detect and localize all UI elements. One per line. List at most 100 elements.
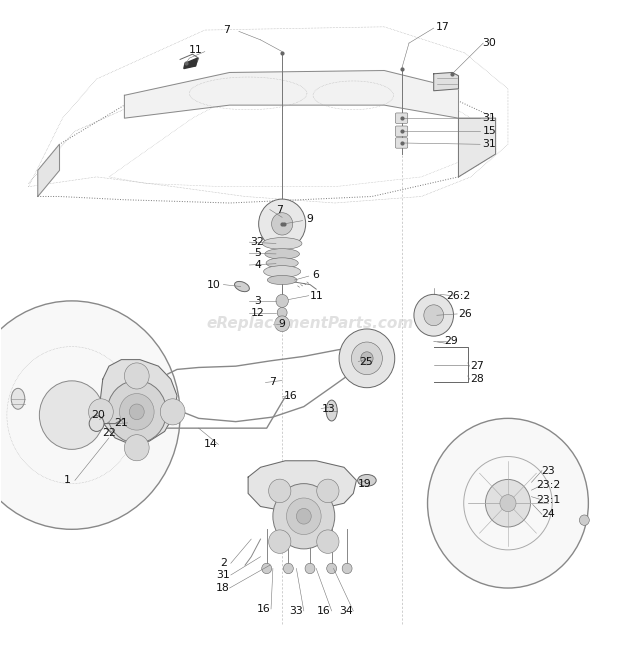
Text: 11: 11 bbox=[188, 44, 203, 55]
Text: 16: 16 bbox=[317, 606, 330, 616]
Text: 5: 5 bbox=[254, 249, 261, 258]
Circle shape bbox=[317, 530, 339, 553]
Text: 22: 22 bbox=[102, 428, 116, 438]
FancyBboxPatch shape bbox=[396, 113, 408, 124]
Text: 16: 16 bbox=[257, 604, 270, 614]
Circle shape bbox=[268, 530, 291, 553]
Text: 30: 30 bbox=[482, 38, 497, 48]
Polygon shape bbox=[434, 73, 458, 91]
Text: 29: 29 bbox=[444, 336, 458, 347]
Polygon shape bbox=[125, 71, 458, 118]
Circle shape bbox=[327, 563, 337, 574]
Text: 9: 9 bbox=[279, 318, 286, 329]
Circle shape bbox=[485, 479, 531, 527]
Circle shape bbox=[125, 363, 149, 389]
Text: 7: 7 bbox=[276, 205, 283, 215]
Text: 23:1: 23:1 bbox=[536, 495, 560, 505]
Ellipse shape bbox=[234, 281, 249, 292]
Text: 17: 17 bbox=[436, 22, 450, 32]
Text: eReplacementParts.com: eReplacementParts.com bbox=[206, 317, 414, 331]
Circle shape bbox=[277, 307, 287, 318]
Circle shape bbox=[296, 508, 311, 524]
Text: 26:2: 26:2 bbox=[446, 290, 471, 301]
Text: 1: 1 bbox=[64, 475, 71, 485]
Ellipse shape bbox=[262, 237, 302, 249]
Text: 28: 28 bbox=[470, 374, 484, 384]
Circle shape bbox=[305, 563, 315, 574]
Circle shape bbox=[283, 563, 293, 574]
Text: 23:2: 23:2 bbox=[536, 480, 560, 490]
Text: 12: 12 bbox=[250, 307, 264, 318]
Circle shape bbox=[273, 483, 335, 549]
Text: 9: 9 bbox=[306, 215, 314, 224]
Text: 6: 6 bbox=[312, 270, 320, 280]
Ellipse shape bbox=[11, 388, 25, 409]
Text: 3: 3 bbox=[254, 296, 261, 306]
Text: 14: 14 bbox=[204, 439, 218, 449]
Circle shape bbox=[500, 494, 516, 511]
Text: 31: 31 bbox=[216, 570, 230, 580]
Circle shape bbox=[339, 329, 395, 388]
Circle shape bbox=[286, 498, 321, 534]
Circle shape bbox=[259, 199, 306, 249]
Circle shape bbox=[125, 435, 149, 461]
Circle shape bbox=[580, 515, 589, 525]
Polygon shape bbox=[38, 145, 60, 196]
Text: 16: 16 bbox=[283, 390, 297, 400]
Text: 10: 10 bbox=[207, 279, 221, 290]
Circle shape bbox=[107, 381, 167, 443]
Text: 15: 15 bbox=[482, 126, 496, 136]
Circle shape bbox=[130, 404, 144, 420]
Text: 19: 19 bbox=[358, 479, 371, 489]
Text: 26: 26 bbox=[458, 309, 472, 319]
FancyBboxPatch shape bbox=[396, 138, 408, 148]
Text: 33: 33 bbox=[289, 606, 303, 616]
Circle shape bbox=[361, 352, 373, 365]
Polygon shape bbox=[184, 58, 197, 69]
Circle shape bbox=[428, 419, 588, 588]
Circle shape bbox=[424, 305, 444, 326]
Text: 20: 20 bbox=[92, 410, 105, 420]
Text: 25: 25 bbox=[359, 356, 373, 367]
Circle shape bbox=[89, 416, 104, 432]
Text: 21: 21 bbox=[115, 418, 128, 428]
Text: 27: 27 bbox=[470, 361, 484, 371]
Polygon shape bbox=[458, 118, 495, 177]
Text: 34: 34 bbox=[339, 606, 353, 616]
Text: 13: 13 bbox=[322, 404, 335, 413]
Polygon shape bbox=[248, 461, 356, 511]
Circle shape bbox=[414, 294, 453, 336]
Text: 31: 31 bbox=[482, 113, 496, 123]
Circle shape bbox=[317, 479, 339, 503]
Polygon shape bbox=[100, 360, 177, 445]
Circle shape bbox=[352, 342, 383, 375]
Circle shape bbox=[39, 381, 104, 449]
Text: 7: 7 bbox=[223, 25, 230, 35]
Text: 18: 18 bbox=[215, 583, 229, 593]
Circle shape bbox=[89, 399, 113, 425]
Ellipse shape bbox=[266, 258, 298, 268]
Circle shape bbox=[262, 563, 272, 574]
Text: 7: 7 bbox=[270, 377, 277, 387]
Circle shape bbox=[161, 399, 185, 425]
Text: 11: 11 bbox=[309, 290, 323, 301]
Circle shape bbox=[268, 479, 291, 503]
FancyBboxPatch shape bbox=[396, 126, 408, 137]
Text: 23: 23 bbox=[541, 466, 555, 475]
Circle shape bbox=[276, 294, 288, 307]
Circle shape bbox=[0, 301, 180, 529]
Text: 24: 24 bbox=[541, 509, 555, 519]
Ellipse shape bbox=[267, 275, 297, 284]
Ellipse shape bbox=[358, 475, 376, 486]
Text: 2: 2 bbox=[220, 559, 227, 568]
Text: 32: 32 bbox=[250, 237, 264, 247]
Text: 4: 4 bbox=[254, 260, 261, 270]
Ellipse shape bbox=[326, 400, 337, 421]
Circle shape bbox=[120, 394, 154, 430]
Circle shape bbox=[342, 563, 352, 574]
Circle shape bbox=[272, 213, 293, 235]
Circle shape bbox=[275, 316, 290, 332]
Ellipse shape bbox=[265, 249, 299, 259]
Text: 31: 31 bbox=[482, 139, 496, 149]
Ellipse shape bbox=[264, 266, 301, 277]
